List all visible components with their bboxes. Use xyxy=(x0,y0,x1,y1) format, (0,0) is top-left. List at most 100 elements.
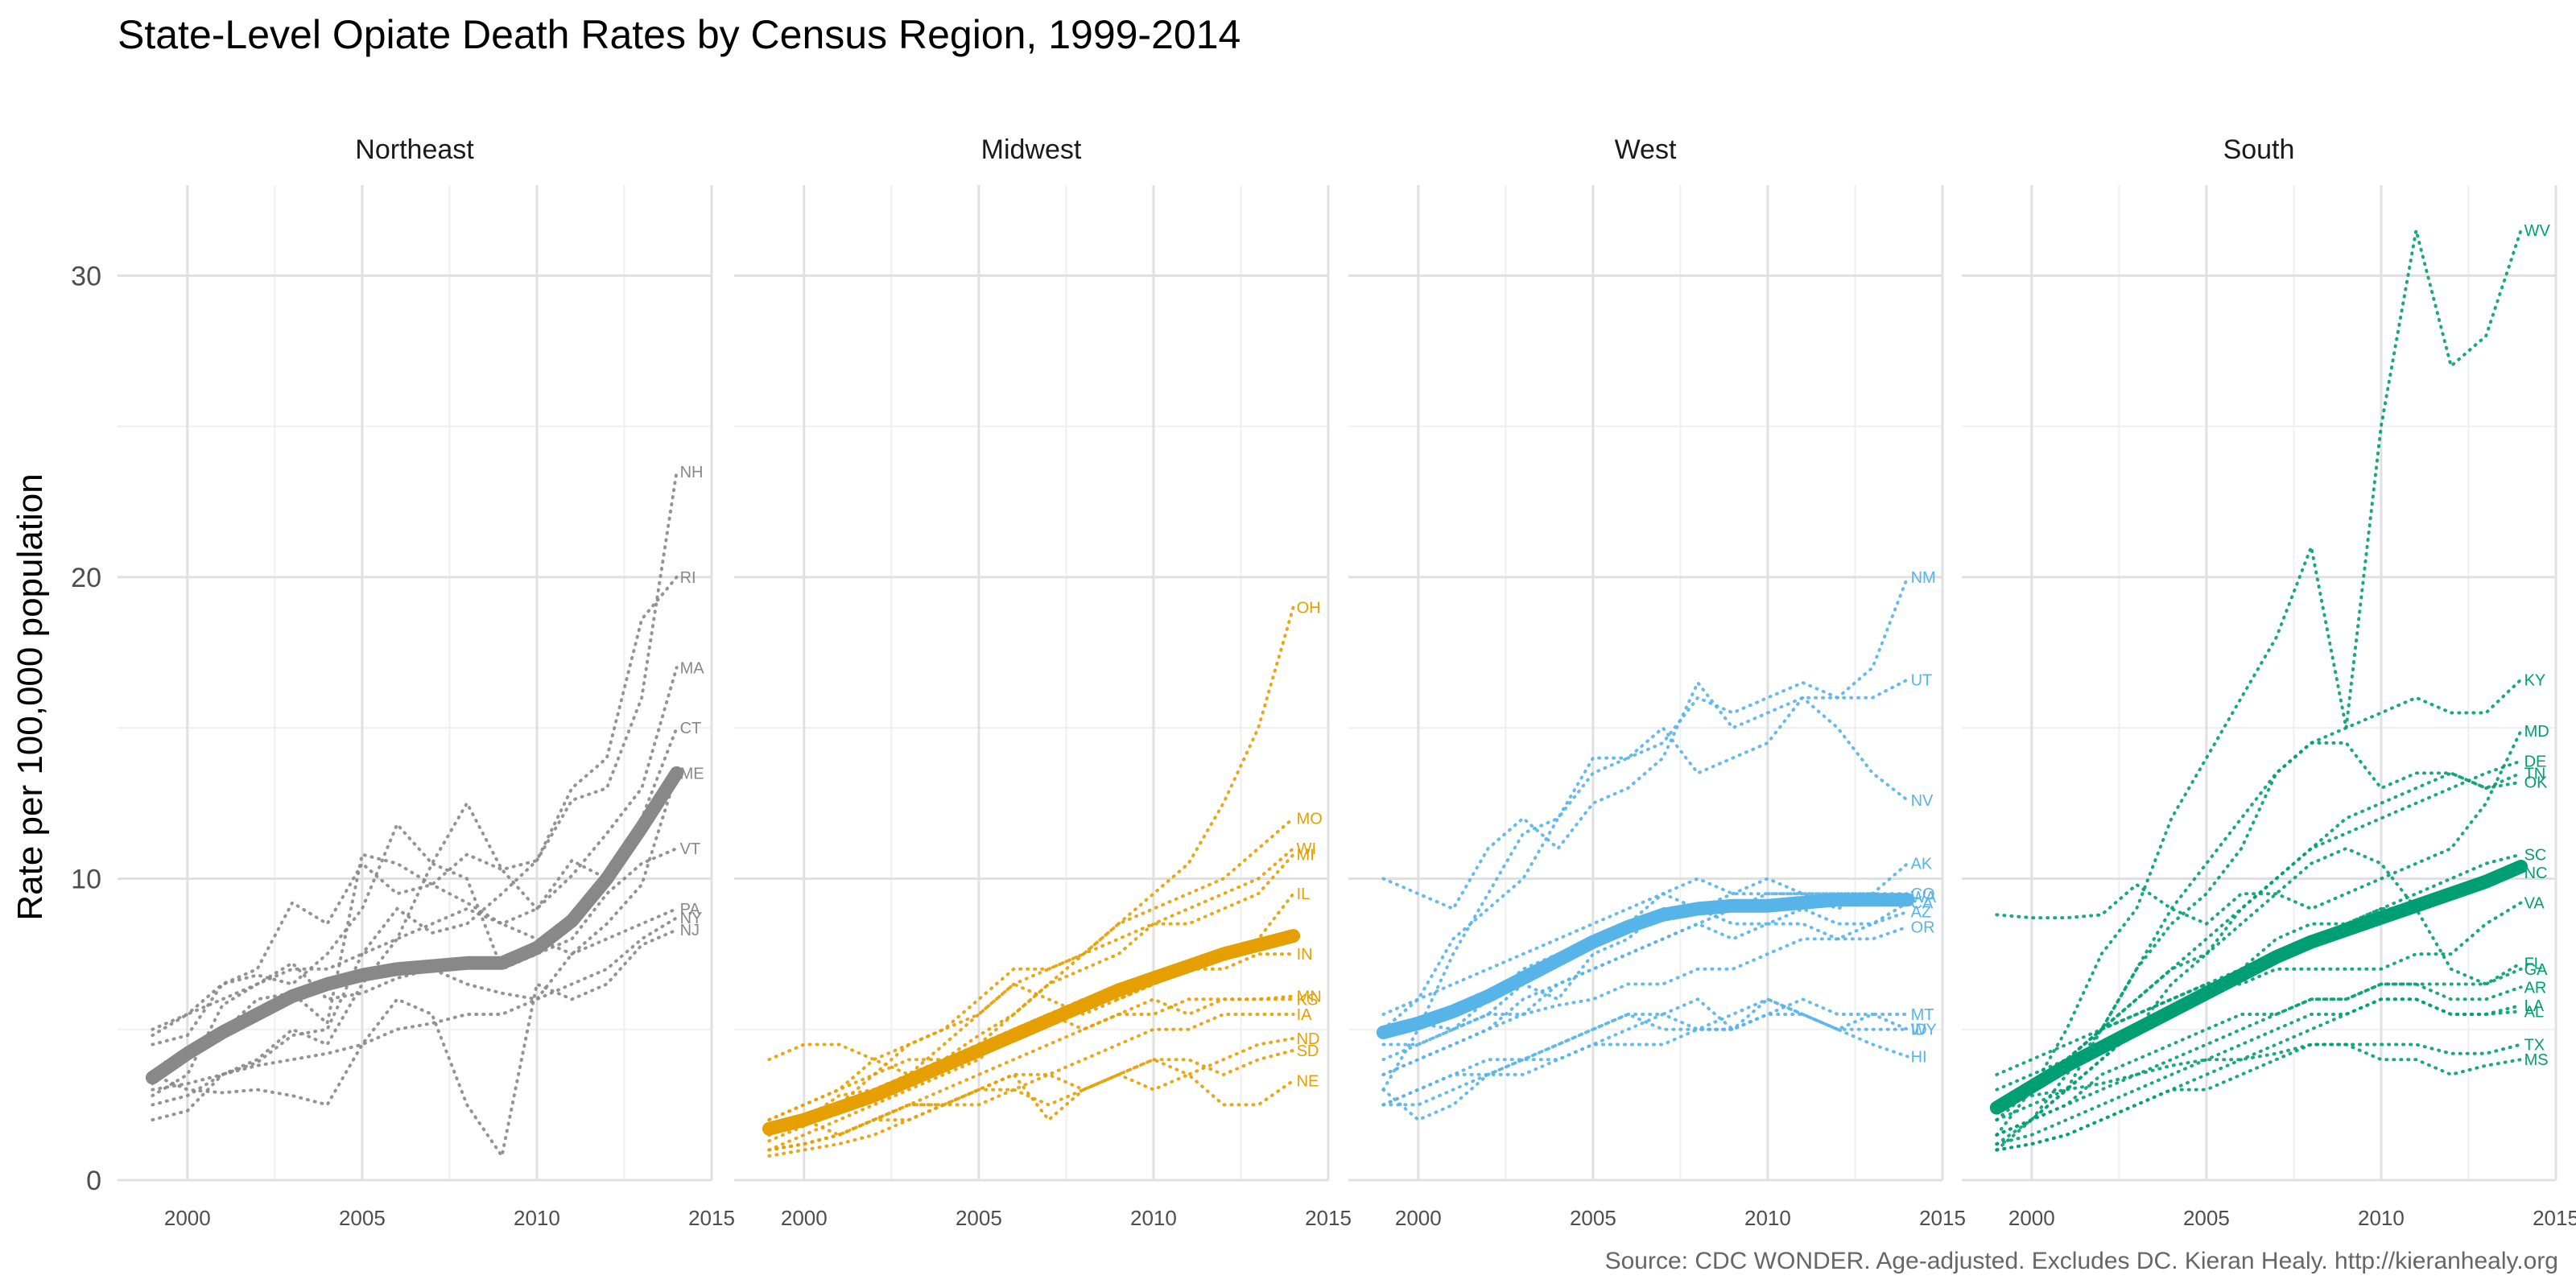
trend-line-northeast xyxy=(145,766,684,1085)
state-label-md: MD xyxy=(2524,723,2549,741)
y-tick-label: 0 xyxy=(86,1166,101,1196)
series-line-ga xyxy=(1995,967,2523,1137)
state-label-nv: NV xyxy=(1911,792,1934,810)
series-line-ne xyxy=(767,1072,1295,1152)
x-tick-label: 2000 xyxy=(2008,1206,2055,1230)
x-tick-label: 2005 xyxy=(339,1206,386,1230)
series-line-ct xyxy=(151,726,679,1031)
series-line-nh xyxy=(151,469,679,1107)
x-tick-label: 2000 xyxy=(781,1206,828,1230)
series-line-nd xyxy=(767,1037,1295,1158)
x-tick-label: 2000 xyxy=(1395,1206,1442,1230)
facet-strip-label: Northeast xyxy=(355,134,474,165)
state-label-la: LA xyxy=(2524,997,2545,1015)
state-label-nm: NM xyxy=(1911,569,1936,587)
state-label-pa: PA xyxy=(680,901,701,919)
series-line-wy xyxy=(1381,997,1909,1122)
state-label-al: AL xyxy=(2524,1003,2544,1021)
state-label-wv: WV xyxy=(2524,222,2551,240)
state-label-nc: NC xyxy=(2524,865,2548,882)
y-tick-label: 30 xyxy=(71,261,101,291)
series-line-ut xyxy=(1381,678,1909,1092)
state-label-ia: IA xyxy=(1297,1006,1313,1024)
state-label-az: AZ xyxy=(1911,904,1932,922)
series-line-ar xyxy=(1995,982,2523,1137)
series-line-or xyxy=(1381,922,1909,1076)
series-line-vt xyxy=(151,847,679,1122)
state-label-sc: SC xyxy=(2524,846,2547,864)
state-label-ne: NE xyxy=(1297,1072,1319,1090)
series-line-fl xyxy=(1995,846,2523,1092)
state-label-de: DE xyxy=(2524,753,2547,770)
state-label-vt: VT xyxy=(680,840,701,858)
state-label-sd: SD xyxy=(1297,1042,1319,1060)
series-line-wv xyxy=(1995,229,2523,1137)
series-line-az xyxy=(1381,891,1909,1046)
facet-strip-label: South xyxy=(2223,134,2295,165)
state-label-ny: NY xyxy=(680,910,703,927)
state-label-ok: OK xyxy=(2524,774,2549,792)
state-label-va: VA xyxy=(2524,894,2545,912)
series-line-hi xyxy=(1381,1013,1909,1107)
state-label-ky: KY xyxy=(2524,671,2546,689)
state-label-nd: ND xyxy=(1297,1030,1320,1048)
series-line-nv xyxy=(1381,695,1909,1031)
state-label-hi: HI xyxy=(1911,1048,1927,1066)
state-label-ar: AR xyxy=(2524,979,2547,997)
state-label-me: ME xyxy=(680,765,704,782)
series-line-wi xyxy=(767,847,1295,1137)
y-tick-label: 20 xyxy=(71,563,101,593)
y-tick-label: 10 xyxy=(71,864,101,894)
state-label-tx: TX xyxy=(2524,1036,2545,1054)
state-label-ct: CT xyxy=(680,720,702,737)
series-line-va xyxy=(1995,901,2523,1076)
state-label-in: IN xyxy=(1297,946,1313,964)
state-label-wi: WI xyxy=(1297,840,1316,858)
state-label-nj: NJ xyxy=(680,922,700,939)
series-line-mo xyxy=(767,816,1295,1143)
series-line-oh xyxy=(767,605,1295,1137)
series-line-md xyxy=(1995,729,2523,926)
state-label-wy: WY xyxy=(1911,1022,1937,1039)
series-line-nm xyxy=(1381,575,1909,911)
state-label-wa: WA xyxy=(1911,889,1937,906)
series-line-in xyxy=(767,952,1295,1152)
state-label-nh: NH xyxy=(680,464,704,481)
x-tick-label: 2010 xyxy=(1744,1206,1791,1230)
facet-strip-label: West xyxy=(1615,134,1677,165)
series-line-nj xyxy=(151,928,679,1161)
trend-line-midwest xyxy=(762,929,1301,1136)
x-tick-label: 2015 xyxy=(1305,1206,1352,1230)
series-line-wa xyxy=(1381,877,1909,1016)
facet-strip-label: Midwest xyxy=(981,134,1082,165)
state-label-ca: CA xyxy=(1911,894,1934,912)
series-line-mt xyxy=(1381,997,1909,1107)
state-label-ri: RI xyxy=(680,569,696,587)
x-tick-label: 2000 xyxy=(164,1206,211,1230)
state-label-ks: KS xyxy=(1297,991,1319,1009)
series-line-tx xyxy=(1995,1042,2523,1107)
x-tick-label: 2015 xyxy=(688,1206,735,1230)
series-line-mi xyxy=(767,852,1295,1122)
state-label-or: OR xyxy=(1911,919,1935,936)
x-tick-label: 2005 xyxy=(956,1206,1002,1230)
series-line-sd xyxy=(767,1048,1295,1137)
chart-caption: Source: CDC WONDER. Age-adjusted. Exclud… xyxy=(1605,1248,2558,1274)
state-label-ga: GA xyxy=(2524,961,2549,979)
state-label-ut: UT xyxy=(1911,671,1933,689)
x-tick-label: 2005 xyxy=(2183,1206,2230,1230)
x-tick-label: 2015 xyxy=(1919,1206,1966,1230)
state-label-co: CO xyxy=(1911,886,1935,903)
state-label-fl: FL xyxy=(2524,955,2543,972)
state-label-ms: MS xyxy=(2524,1051,2549,1069)
state-label-mt: MT xyxy=(1911,1006,1934,1024)
series-line-il xyxy=(767,892,1295,1077)
series-line-tn xyxy=(1995,771,2523,1137)
state-label-tn: TN xyxy=(2524,765,2546,782)
